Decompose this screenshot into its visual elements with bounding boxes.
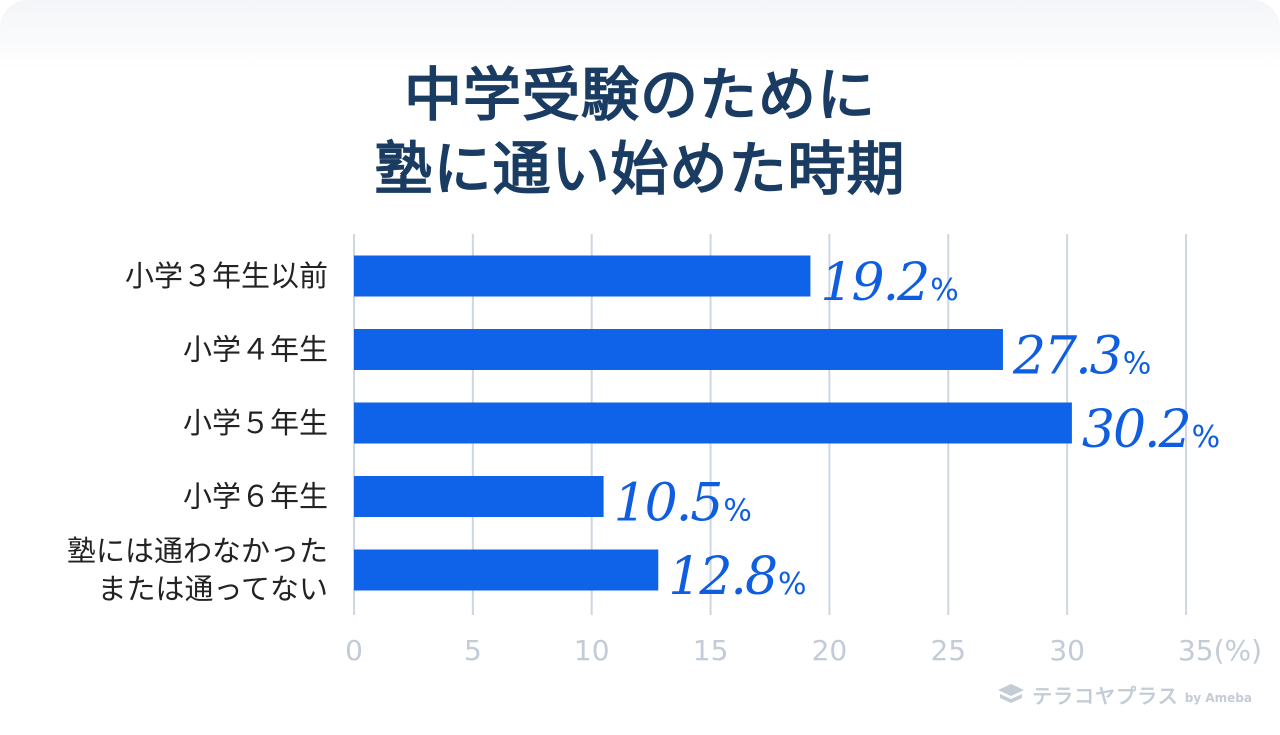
data-label: 27.3% xyxy=(1012,327,1150,387)
data-label: 12.8% xyxy=(668,547,805,607)
bar xyxy=(354,329,1003,370)
x-tick-label: 30 xyxy=(1049,634,1085,667)
category-label: 小学５年生 xyxy=(183,406,328,440)
data-label: 19.2% xyxy=(820,253,957,313)
category-label: または通ってない xyxy=(97,572,328,606)
x-tick-label: 20 xyxy=(812,634,848,667)
bar xyxy=(354,402,1072,444)
brand-name: テラコヤプラス xyxy=(1032,684,1179,708)
data-label: 30.2% xyxy=(1082,400,1219,460)
bar xyxy=(354,476,604,517)
x-tick-label: 35(%) xyxy=(1178,634,1262,667)
x-tick-label: 25 xyxy=(930,634,966,667)
title-line-1: 中学受験のために xyxy=(403,61,876,129)
brand-logo: テラコヤプラス by Ameba xyxy=(996,680,1252,709)
bar xyxy=(354,549,659,591)
chart-title: 中学受験のために 塾に通い始めた時期 xyxy=(0,58,1280,206)
data-label: 10.5% xyxy=(614,474,751,534)
category-label: 塾には通わなかった xyxy=(67,534,328,568)
bar xyxy=(354,255,811,297)
x-tick-label: 10 xyxy=(574,634,610,667)
x-tick-label: 0 xyxy=(345,634,363,667)
brand-suffix: by Ameba xyxy=(1184,690,1252,705)
brand-mark-icon xyxy=(998,683,1025,703)
x-tick-label: 5 xyxy=(464,634,482,667)
category-label: 小学４年生 xyxy=(183,333,328,367)
title-line-2: 塾に通い始めた時期 xyxy=(374,135,906,203)
category-label: 小学６年生 xyxy=(183,480,328,514)
category-label: 小学３年生以前 xyxy=(125,259,328,293)
x-tick-label: 15 xyxy=(693,634,729,667)
